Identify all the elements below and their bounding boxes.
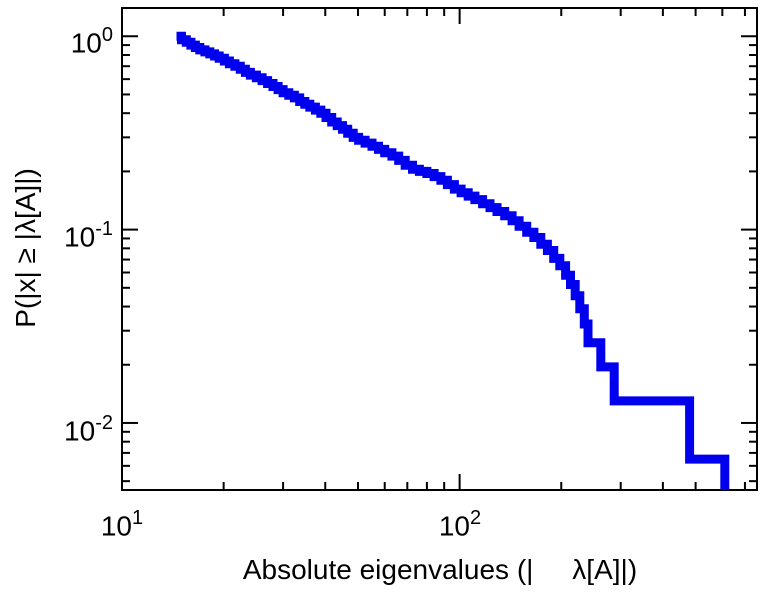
y-tick-base-1e-1: 10 xyxy=(64,221,96,253)
x-tick-label-1e2: 102 xyxy=(400,502,520,543)
y-tick-exp-1e-2: -2 xyxy=(95,412,113,434)
y-tick-exp-1e-1: -1 xyxy=(95,218,113,240)
x-tick-exp-1e1: 1 xyxy=(132,507,144,529)
y-tick-label-1e0: 100 xyxy=(21,19,113,60)
ccdf-curve xyxy=(176,31,730,490)
x-tick-base-1e2: 10 xyxy=(438,510,471,542)
y-tick-label-1e-1: 10-1 xyxy=(8,213,113,254)
y-ticks xyxy=(122,35,757,483)
x-axis-label: Absolute eigenvalues (| λ[A]|) xyxy=(242,554,638,585)
x-tick-label-1e1: 101 xyxy=(62,502,182,543)
y-tick-exp-1e0: 0 xyxy=(101,24,113,46)
y-tick-base-1e0: 10 xyxy=(70,27,102,59)
x-tick-exp-1e2: 2 xyxy=(470,507,482,529)
plot-frame xyxy=(121,7,758,491)
x-tick-base-1e1: 10 xyxy=(100,510,133,542)
y-tick-label-1e-2: 10-2 xyxy=(8,407,113,448)
y-tick-base-1e-2: 10 xyxy=(64,415,96,447)
x-ticks xyxy=(121,8,746,490)
